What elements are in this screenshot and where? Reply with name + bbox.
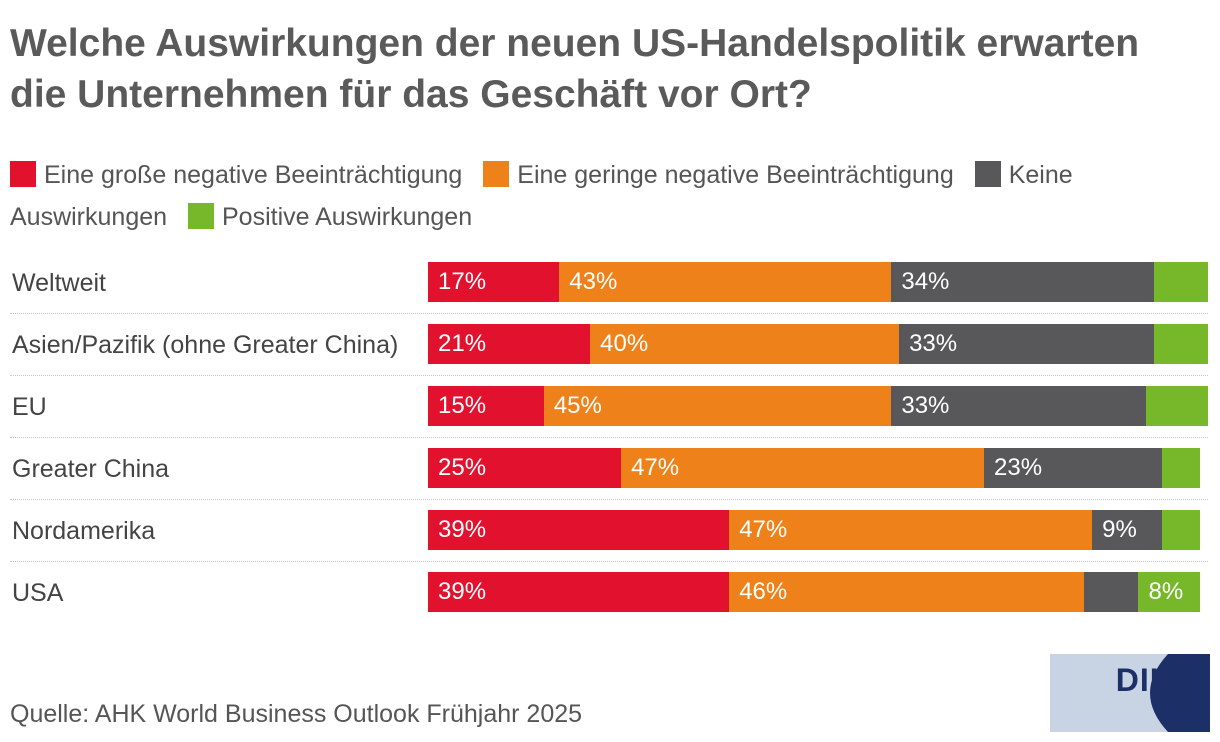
row-divider bbox=[10, 561, 1208, 562]
row-divider bbox=[10, 499, 1208, 500]
bar-segment: 39% bbox=[428, 572, 730, 612]
bar-segment: 47% bbox=[729, 510, 1093, 550]
bar-segment bbox=[1161, 510, 1201, 550]
bar-segment: 21% bbox=[428, 324, 591, 364]
bar-segment: 17% bbox=[428, 262, 560, 302]
bar-segment: 8% bbox=[1138, 572, 1201, 612]
legend-label: Positive Auswirkungen bbox=[221, 203, 473, 231]
row-divider bbox=[10, 375, 1208, 376]
bar-segment: 47% bbox=[621, 448, 985, 488]
chart-row: Nordamerika 39% 47% 9% bbox=[0, 500, 1220, 562]
legend-item: Eine geringe negative Beeinträchtigung bbox=[483, 161, 954, 189]
legend-item: Positive Auswirkungen bbox=[187, 203, 473, 231]
stacked-bar: 39% 47% 9% bbox=[428, 510, 1208, 550]
dihk-logo: DIHK bbox=[1050, 654, 1210, 732]
legend: Eine große negative Beeinträchtigung Ein… bbox=[10, 154, 1210, 238]
bar-segment: 39% bbox=[428, 510, 730, 550]
stacked-bar: 25% 47% 23% bbox=[428, 448, 1208, 488]
bar-segment bbox=[1153, 262, 1208, 302]
bar-segment: 34% bbox=[891, 262, 1154, 302]
bar-segment: 15% bbox=[428, 386, 544, 426]
chart-title: Welche Auswirkungen der neuen US-Handels… bbox=[10, 22, 1140, 116]
chart-row: EU 15% 45% 33% bbox=[0, 376, 1220, 438]
bar-segment: 40% bbox=[590, 324, 900, 364]
stacked-bar: 17% 43% 34% bbox=[428, 262, 1208, 302]
chart-row: Weltweit 17% 43% 34% bbox=[0, 252, 1220, 314]
category-label: Weltweit bbox=[12, 269, 107, 297]
category-label: USA bbox=[12, 579, 64, 607]
bar-segment: 43% bbox=[559, 262, 892, 302]
bar-segment: 33% bbox=[899, 324, 1154, 364]
legend-swatch bbox=[187, 203, 214, 229]
chart-row: Asien/Pazifik (ohne Greater China) 21% 40%… bbox=[0, 314, 1220, 376]
logo-shape bbox=[1050, 654, 1210, 732]
bar-segment bbox=[1161, 448, 1201, 488]
logo-text: DIHK bbox=[1115, 662, 1198, 698]
bar-segment bbox=[1146, 386, 1208, 426]
stacked-bar: 39% 46% 8% bbox=[428, 572, 1208, 612]
stacked-bar: 21% 40% 33% bbox=[428, 324, 1208, 364]
bar-segment: 9% bbox=[1092, 510, 1162, 550]
legend-label: Keine Auswirkungen bbox=[10, 161, 1073, 231]
category-label: EU bbox=[12, 393, 47, 421]
bar-segment: 25% bbox=[428, 448, 622, 488]
bar-segment: 23% bbox=[984, 448, 1162, 488]
legend-label: Eine große negative Beeinträchtigung bbox=[44, 161, 463, 189]
source-note: Quelle: AHK World Business Outlook Frühj… bbox=[10, 700, 583, 728]
chart-row: Greater China 25% 47% 23% bbox=[0, 438, 1220, 500]
category-label: Asien/Pazifik (ohne Greater China) bbox=[12, 331, 399, 359]
category-label: Nordamerika bbox=[12, 517, 156, 545]
bar-segment: 46% bbox=[729, 572, 1085, 612]
bar-segment: 45% bbox=[543, 386, 892, 426]
legend-label: Eine geringe negative Beeinträchtigung bbox=[517, 161, 954, 189]
stacked-bar: 15% 45% 33% bbox=[428, 386, 1208, 426]
bar-segment: 33% bbox=[891, 386, 1147, 426]
legend-swatch bbox=[10, 161, 36, 187]
legend-item: Eine große negative Beeinträchtigung bbox=[10, 161, 462, 189]
row-divider bbox=[10, 313, 1208, 314]
legend-item: Keine Auswirkungen bbox=[10, 161, 1073, 231]
legend-swatch bbox=[974, 161, 1001, 187]
chart-row: USA 39% 46% 8% bbox=[0, 562, 1220, 624]
row-divider bbox=[10, 437, 1208, 438]
category-label: Greater China bbox=[12, 455, 170, 483]
bar-segment bbox=[1084, 572, 1139, 612]
bar-segment bbox=[1153, 324, 1208, 364]
legend-swatch bbox=[483, 161, 510, 187]
